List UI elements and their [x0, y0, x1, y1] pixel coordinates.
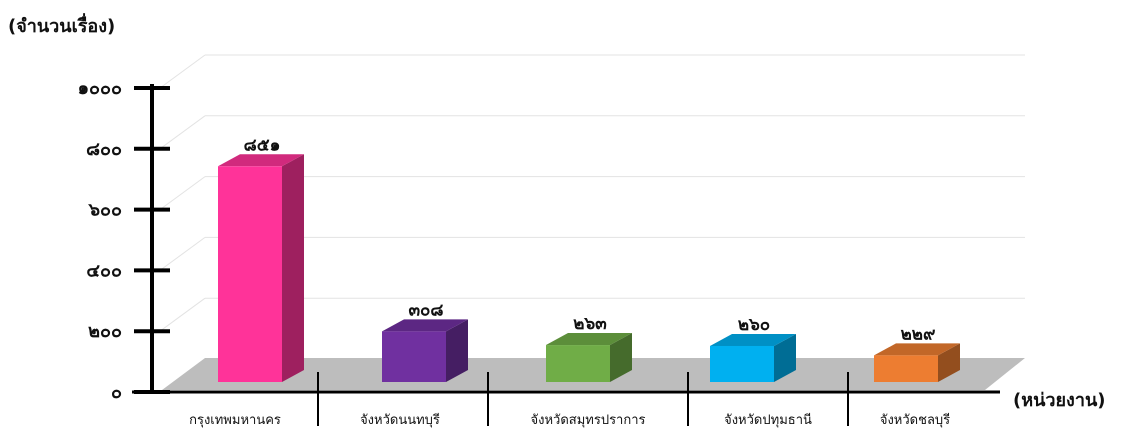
y-tick-label: ๑๐๐๐	[78, 78, 122, 99]
bar-front	[710, 345, 774, 382]
bar	[218, 154, 304, 382]
data-label: ๓๐๘	[408, 300, 443, 320]
data-label: ๒๖๓	[573, 314, 607, 334]
bar-top	[382, 319, 468, 332]
category-label: จังหวัดนนทบุรี	[360, 412, 440, 428]
bar	[546, 333, 632, 382]
bar-side	[446, 319, 468, 382]
bar-side	[282, 154, 304, 382]
bar-front	[218, 166, 282, 382]
bar	[710, 333, 796, 382]
bar-top	[874, 343, 960, 356]
gridline-diagonal	[159, 297, 206, 332]
bar	[382, 319, 468, 382]
gridline-diagonal	[159, 176, 206, 211]
data-label: ๘๕๑	[244, 135, 281, 155]
y-axis-label: (จำนวนเรื่อง)	[8, 13, 115, 37]
category-label: จังหวัดสมุทรปราการ	[530, 413, 645, 428]
gridline-diagonal	[159, 54, 206, 89]
axes: ๐ ๒๐๐ ๔๐๐ ๖๐๐ ๘๐๐ ๑๐๐๐	[78, 78, 1000, 426]
gridlines	[159, 54, 1025, 332]
bar-front	[874, 355, 938, 382]
gridline-diagonal	[159, 115, 206, 150]
category-label: จังหวัดชลบุรี	[880, 412, 950, 428]
data-label: ๒๒๙	[901, 324, 936, 344]
bar-top	[546, 333, 632, 346]
x-axis-label: (หน่วยงาน)	[1013, 390, 1105, 411]
data-label: ๒๖๐	[738, 315, 770, 335]
y-tick-label: ๖๐๐	[88, 200, 122, 221]
y-tick-label: ๘๐๐	[86, 139, 122, 160]
bar-side	[938, 343, 960, 382]
category-label: กรุงเทพมหานคร	[189, 413, 281, 428]
bar-front	[382, 331, 446, 382]
bar-top	[218, 154, 304, 167]
bar-side	[774, 333, 796, 382]
gridline-diagonal	[159, 236, 206, 271]
bar-side	[610, 333, 632, 382]
category-label: จังหวัดปทุมธานี	[724, 412, 812, 428]
bar	[874, 343, 960, 382]
bar-top	[710, 333, 796, 346]
bars	[218, 154, 960, 382]
y-tick-label: ๐	[111, 382, 122, 403]
y-tick-label: ๔๐๐	[86, 260, 122, 281]
y-tick-label: ๒๐๐	[88, 321, 122, 342]
bar-front	[546, 345, 610, 382]
